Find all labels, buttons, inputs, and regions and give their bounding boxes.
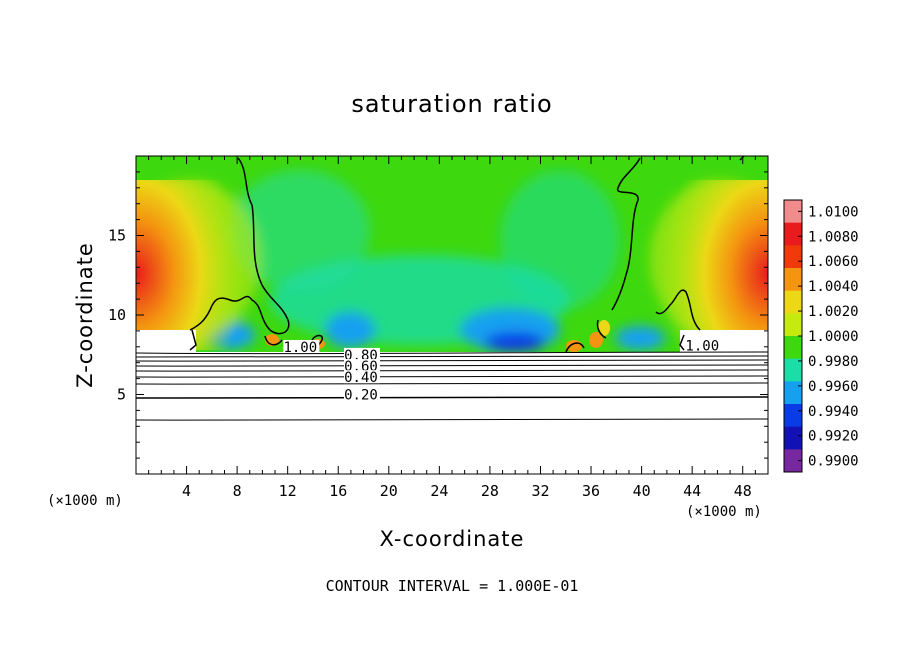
colorbar-tick-label: 0.9900 [808,454,859,470]
contour-label-bg [343,387,380,401]
colorbar-band [784,336,802,360]
warm-cell [589,332,603,348]
y-axis-title: Z-coordinate [73,242,97,388]
x-tick-label: 44 [683,482,701,500]
x-tick-label: 20 [380,482,398,500]
colorbar: 1.0100 1.0080 1.0060 1.0040 1.0020 1.0000 0.99… [783,199,859,473]
colorbar-tick-label: 1.0020 [808,304,859,320]
colorbar-band [784,313,802,337]
x-tick-label: 40 [633,482,651,500]
y-tick-label: 5 [117,386,126,404]
colorbar-tick-label: 0.9960 [808,379,859,395]
warm-region-right [650,180,768,350]
y-tick-label: 15 [108,227,126,245]
colorbar-band [784,200,802,224]
contour-label: 1.00 [685,338,719,354]
contour-label: 1.00 [283,340,317,356]
colorbar-band [784,245,802,269]
contour-label-bg [343,359,380,373]
colorbar-tick-label: 0.9980 [808,354,859,370]
contour-label-bg [343,347,380,361]
x-unit-label-left: (×1000 m) [47,493,123,509]
colorbar-band [784,358,802,382]
colorbar-tick-label: 1.0100 [808,204,859,220]
contour-label-bg [283,339,320,353]
contour-label-group: 1.00 1.000.800.600.400.20 [283,338,722,404]
x-axis-title: X-coordinate [380,527,525,551]
x-unit-label-right: (×1000 m) [686,504,762,520]
colorbar-band [784,426,802,450]
subsaturated-layer [136,352,768,474]
x-tick-label: 32 [531,482,549,500]
colorbar-tick-label: 0.9940 [808,404,859,420]
chart-title: saturation ratio [351,90,552,118]
colorbar-band [784,222,802,246]
x-tick-label: 12 [279,482,297,500]
x-axis: 4 8 12 16 20 24 28 32 36 40 44 48 [148,156,756,500]
x-tick-label: 36 [582,482,600,500]
colorbar-band [784,268,802,292]
warm-cell [566,340,582,352]
heatmap-field [136,156,768,474]
colorbar-band [784,290,802,314]
contour-label: 0.20 [344,388,378,404]
warm-cell [598,320,610,336]
colorbar-tick-label: 1.0040 [808,279,859,295]
colorbar-tick-label: 1.0080 [808,229,859,245]
contour-interval-note: CONTOUR INTERVAL = 1.000E-01 [326,577,579,595]
colorbar-tick-label: 1.0060 [808,254,859,270]
contour-label-bg [685,338,722,352]
colorbar-band [784,404,802,428]
colorbar-band [784,381,802,405]
x-tick-label: 48 [734,482,752,500]
x-tick-label: 16 [329,482,347,500]
colorbar-band [784,449,802,473]
colorbar-tick-label: 0.9920 [808,429,859,445]
x-tick-label: 8 [233,482,242,500]
x-tick-label: 28 [481,482,499,500]
warm-region-left [136,180,256,350]
contour-label: 0.40 [344,370,378,386]
x-tick-label: 4 [182,482,191,500]
contour-lines-lower [135,351,769,421]
contour-label-bg [343,370,380,384]
edge-block-left [136,330,196,352]
y-axis: 5 10 15 [108,171,768,459]
contour-line-1.00 [189,156,745,351]
colorbar-tick-label: 1.0000 [808,329,859,345]
x-tick-label: 24 [430,482,448,500]
y-tick-label: 10 [108,306,126,324]
